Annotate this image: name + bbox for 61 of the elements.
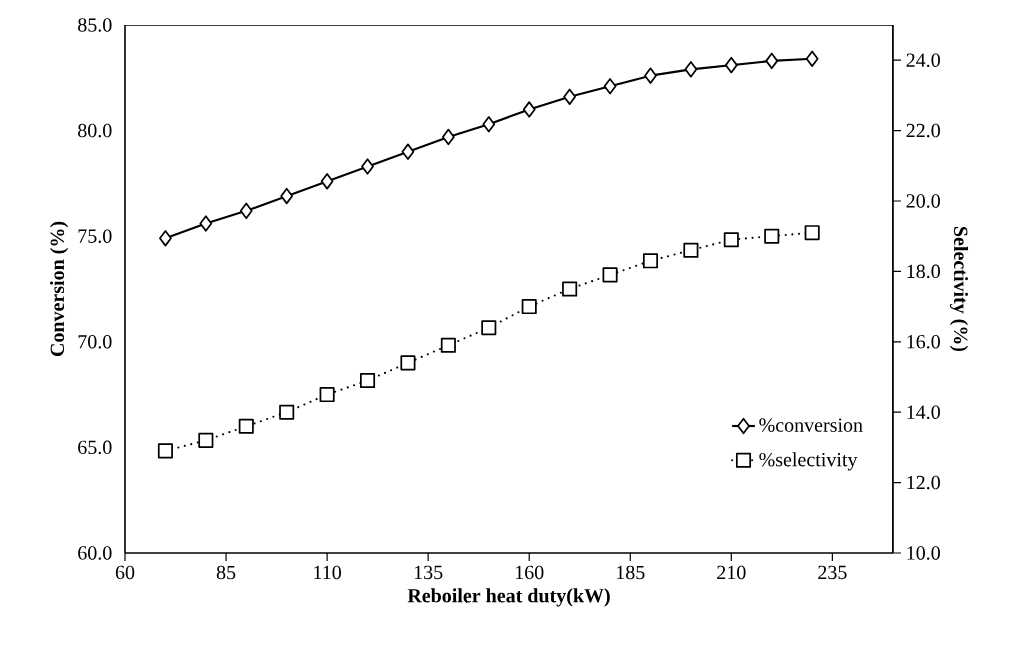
- x-tick-label: 185: [617, 565, 645, 580]
- y-tick-label: 60.0: [78, 546, 112, 560]
- y-tick-label: 85.0: [78, 18, 112, 32]
- point: [602, 267, 618, 283]
- x-tick-label: 60: [115, 565, 135, 580]
- point: [764, 228, 780, 244]
- y2-tick-label: 12.0: [907, 475, 940, 490]
- point: [724, 56, 738, 74]
- point: [238, 418, 254, 434]
- point: [361, 158, 374, 175]
- point: [440, 337, 456, 353]
- point: [804, 225, 820, 241]
- point: [239, 202, 253, 220]
- y2-tick-label: 18.0: [907, 264, 940, 279]
- point: [805, 50, 819, 67]
- point: [198, 432, 214, 448]
- point: [481, 320, 497, 336]
- y2-tick-label: 22.0: [906, 123, 940, 138]
- point: [280, 187, 294, 205]
- x-tick-label: 210: [717, 565, 746, 580]
- y2-tick-label: 20.0: [906, 194, 940, 208]
- point: [199, 215, 213, 232]
- point: [360, 372, 376, 389]
- point: [562, 281, 578, 297]
- x-tick-label: 85: [216, 565, 236, 580]
- point: [563, 88, 577, 105]
- y-tick-label: 75.0: [78, 229, 112, 243]
- point: [157, 443, 173, 459]
- point: [319, 387, 335, 403]
- point: [482, 116, 496, 133]
- y2-tick-label: 24.0: [906, 53, 940, 67]
- y2-axis-title: Selectivity (%): [949, 227, 969, 352]
- x-tick-label: 160: [515, 565, 544, 580]
- x-tick-label: 110: [314, 565, 341, 580]
- point: [684, 61, 698, 78]
- y2-tick-label: 14.0: [907, 405, 940, 419]
- legend-label: %selectivity: [759, 452, 858, 471]
- x-axis-title: Reboiler heat duty(kW): [407, 588, 610, 607]
- x-tick-label: 235: [818, 565, 847, 580]
- point: [400, 355, 416, 371]
- point: [522, 101, 536, 118]
- point: [723, 232, 739, 248]
- point: [683, 242, 699, 258]
- y2-tick-label: 10.0: [907, 546, 940, 560]
- legend-label: %conversion: [759, 418, 863, 432]
- point: [442, 128, 455, 146]
- y-tick-label: 65.0: [78, 440, 112, 455]
- point: [603, 78, 617, 95]
- point: [320, 173, 334, 190]
- point: [159, 230, 172, 247]
- y2-tick-label: 16.0: [907, 335, 940, 349]
- y-axis-title: Conversion (%): [50, 221, 69, 357]
- point: [765, 52, 779, 70]
- point: [279, 404, 295, 420]
- point: [401, 143, 415, 160]
- point: [644, 67, 657, 84]
- y-tick-label: 80.0: [78, 123, 112, 138]
- point: [642, 253, 659, 269]
- y-tick-label: 70.0: [78, 335, 112, 349]
- point: [521, 299, 537, 315]
- x-tick-label: 135: [414, 565, 443, 580]
